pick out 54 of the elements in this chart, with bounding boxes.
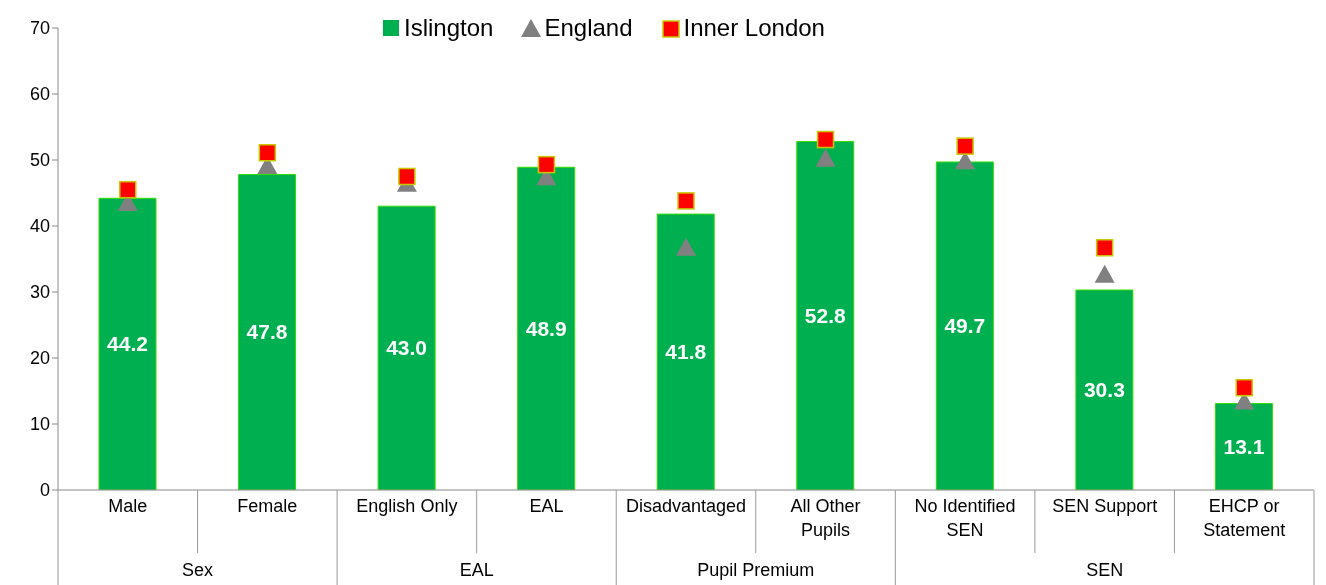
bar xyxy=(517,166,576,490)
point xyxy=(398,167,416,186)
bar xyxy=(1075,289,1134,490)
point xyxy=(956,137,974,155)
bar xyxy=(935,161,994,490)
bar xyxy=(98,197,157,490)
y-tick-label: 10 xyxy=(29,414,50,435)
y-tick-label: 0 xyxy=(39,480,50,501)
bar xyxy=(238,174,297,490)
text: SEN xyxy=(1085,560,1125,581)
x-tick-label: SEN Support xyxy=(1052,496,1158,516)
x-tick-label: EHCP or Statement xyxy=(1203,496,1286,540)
point xyxy=(815,148,836,167)
data-label: 43.0 xyxy=(386,336,428,360)
data-label: 49.7 xyxy=(944,313,986,337)
x-tick-label: Male xyxy=(108,496,148,516)
point xyxy=(816,130,835,149)
data-label: 48.9 xyxy=(525,316,567,340)
bar xyxy=(796,141,855,490)
data-label: 52.8 xyxy=(804,303,847,327)
data-label: 30.3 xyxy=(1083,378,1125,402)
text: Pupil Premium xyxy=(696,560,816,581)
bar xyxy=(377,205,436,490)
bar xyxy=(1214,403,1273,490)
text: Sex xyxy=(181,560,215,581)
x-tick-label: No Identified SEN xyxy=(914,496,1016,540)
point xyxy=(258,143,277,162)
x-tick-label: Female xyxy=(237,496,298,516)
point xyxy=(1095,239,1114,257)
point xyxy=(537,155,556,174)
data-label: 41.8 xyxy=(665,340,707,364)
point xyxy=(677,192,695,210)
legend-label: Inner London xyxy=(682,14,825,42)
data-label: 47.8 xyxy=(246,320,288,344)
legend-label: England xyxy=(543,14,633,42)
x-tick-label: EAL xyxy=(529,496,564,516)
data-label: 13.1 xyxy=(1223,434,1265,458)
y-tick-label: 30 xyxy=(29,282,50,303)
legend-label: Islington xyxy=(403,14,494,42)
y-tick-label: 60 xyxy=(29,84,50,105)
point xyxy=(1094,264,1115,283)
text: EAL xyxy=(458,560,495,581)
y-tick-label: 20 xyxy=(29,348,50,369)
y-tick-label: 70 xyxy=(29,18,50,39)
point xyxy=(119,180,137,199)
x-tick-label: Disadvantaged xyxy=(625,496,747,516)
data-label: 44.2 xyxy=(107,332,148,356)
y-tick-label: 40 xyxy=(29,216,50,237)
point xyxy=(1235,378,1253,397)
x-tick-label: English Only xyxy=(356,496,458,516)
point xyxy=(676,237,696,256)
bar xyxy=(656,213,715,490)
y-tick-label: 50 xyxy=(29,150,50,171)
x-tick-label: All Other Pupils xyxy=(790,496,861,540)
